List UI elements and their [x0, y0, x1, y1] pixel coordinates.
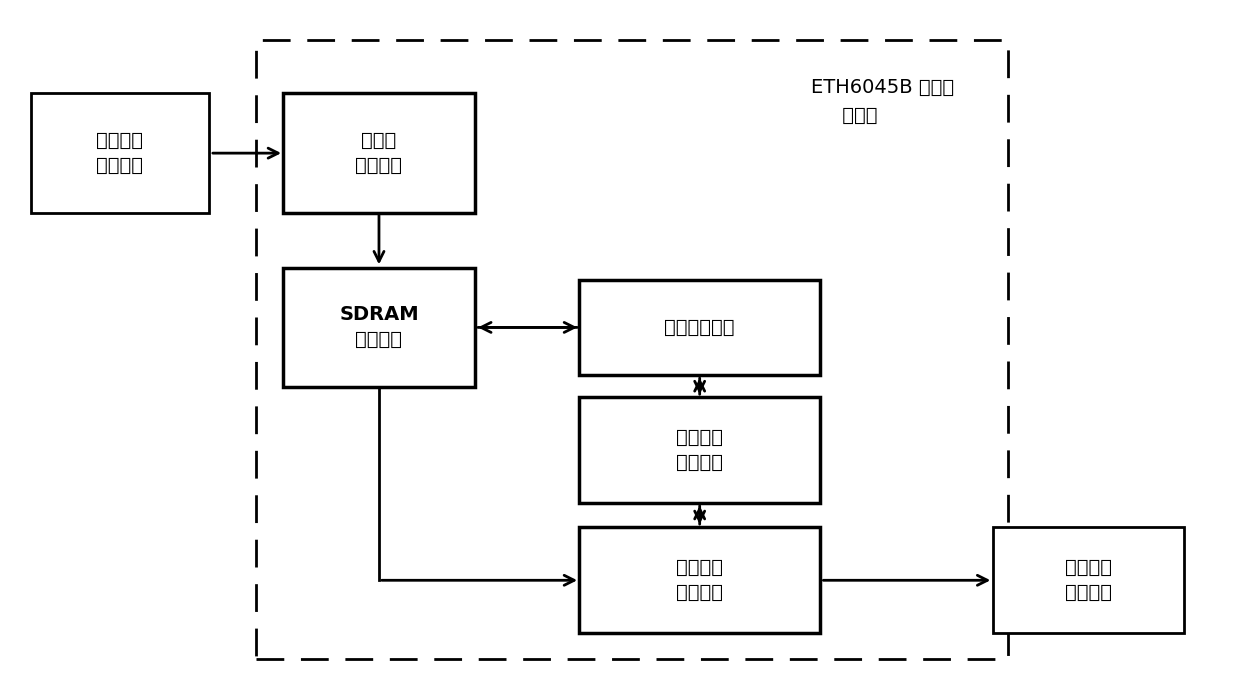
Text: 指令处理单元: 指令处理单元 — [664, 318, 735, 337]
Text: SDRAM
存储单元: SDRAM 存储单元 — [339, 305, 419, 349]
Text: 脉冲信号
接收单元: 脉冲信号 接收单元 — [1064, 558, 1111, 602]
Text: ETH6045B 型运动
     控制板: ETH6045B 型运动 控制板 — [810, 79, 954, 125]
Text: 脉冲信号
输出单元: 脉冲信号 输出单元 — [676, 558, 724, 602]
Bar — [31, 93, 209, 213]
Bar — [284, 93, 475, 213]
Bar — [992, 527, 1183, 633]
Bar — [255, 41, 1009, 659]
Text: 以太网
接口单元: 以太网 接口单元 — [356, 131, 403, 175]
Bar — [284, 267, 475, 387]
Text: 专用总线
接口单元: 专用总线 接口单元 — [676, 429, 724, 473]
Bar — [580, 280, 820, 376]
Bar — [580, 398, 820, 504]
Text: 运动指令
输入单元: 运动指令 输入单元 — [97, 131, 144, 175]
Bar — [580, 527, 820, 633]
